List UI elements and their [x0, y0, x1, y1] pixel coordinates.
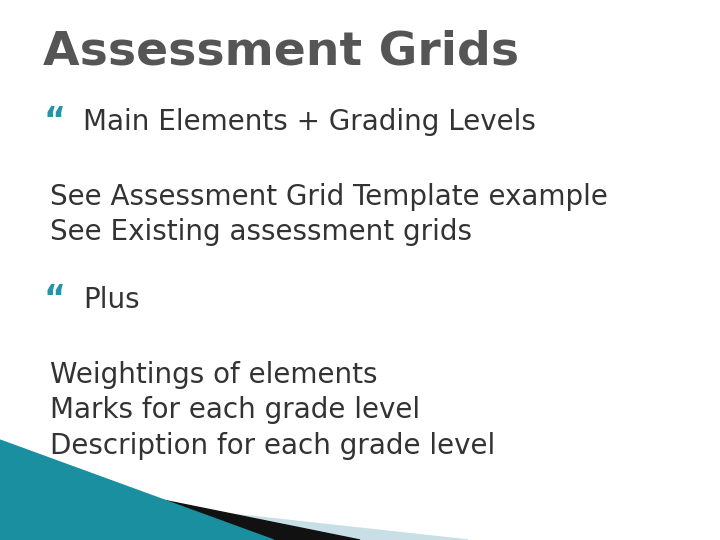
Text: Main Elements + Grading Levels: Main Elements + Grading Levels: [83, 107, 536, 136]
Polygon shape: [0, 489, 468, 540]
Text: “: “: [43, 105, 66, 138]
Polygon shape: [0, 440, 274, 540]
Polygon shape: [0, 467, 360, 540]
Text: See Assessment Grid Template example: See Assessment Grid Template example: [50, 183, 608, 211]
Text: Assessment Grids: Assessment Grids: [43, 30, 519, 75]
Text: Description for each grade level: Description for each grade level: [50, 431, 495, 460]
Text: See Existing assessment grids: See Existing assessment grids: [50, 218, 472, 246]
Text: Marks for each grade level: Marks for each grade level: [50, 396, 420, 424]
Text: Plus: Plus: [83, 286, 140, 314]
Text: Weightings of elements: Weightings of elements: [50, 361, 378, 389]
Text: “: “: [43, 283, 66, 316]
